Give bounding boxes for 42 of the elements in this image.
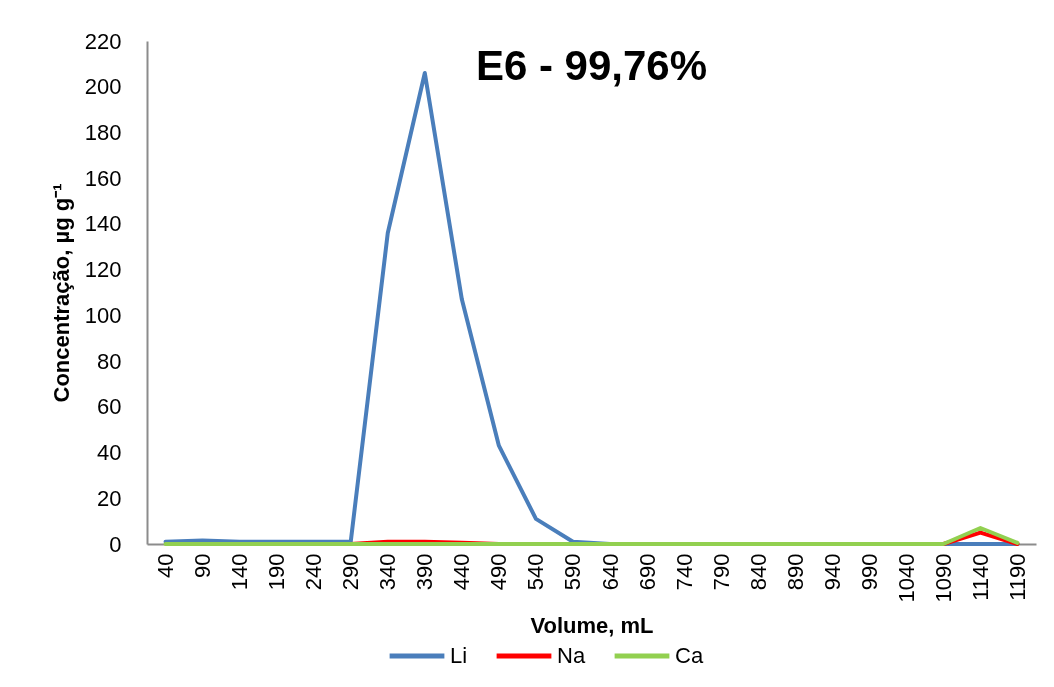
- x-tick-label: 690: [634, 553, 660, 591]
- x-tick-label: 940: [819, 553, 845, 591]
- x-axis-title: Volume, mL: [530, 613, 654, 639]
- y-axis-title: Concentração, µg g⁻¹: [48, 183, 74, 403]
- x-tick-label: 290: [338, 553, 364, 591]
- x-tick-label: 990: [856, 553, 882, 591]
- y-tick-label: 20: [97, 485, 122, 511]
- y-tick-label: 200: [84, 74, 122, 100]
- x-tick-label: 190: [264, 553, 290, 591]
- y-tick-label: 60: [97, 394, 122, 420]
- legend-label: Ca: [675, 643, 704, 668]
- y-tick-label: 80: [97, 348, 122, 374]
- y-tick-label: 140: [84, 211, 122, 237]
- y-tick-label: 0: [109, 531, 122, 557]
- x-tick-label: 490: [486, 553, 512, 591]
- x-tick-label: 890: [782, 553, 808, 591]
- y-tick-label: 100: [84, 302, 122, 328]
- y-tick-label: 180: [84, 119, 122, 145]
- x-tick-label: 240: [301, 553, 327, 591]
- x-tick-label: 840: [745, 553, 771, 591]
- x-tick-label: 1140: [967, 553, 993, 601]
- x-tick-label: 1190: [1004, 553, 1030, 601]
- x-tick-label: 440: [449, 553, 475, 591]
- chart-title: E6 - 99,76%: [475, 42, 708, 89]
- x-tick-label: 90: [190, 553, 216, 578]
- y-tick-label: 120: [84, 257, 122, 283]
- x-tick-label: 390: [412, 553, 438, 591]
- x-tick-label: 1090: [930, 553, 956, 603]
- x-tick-label: 740: [671, 553, 697, 591]
- x-tick-label: 340: [375, 553, 401, 591]
- y-tick-label: 160: [84, 165, 122, 191]
- y-tick-label: 40: [97, 440, 122, 466]
- legend-label: Na: [557, 643, 586, 668]
- x-tick-label: 790: [708, 553, 734, 591]
- x-tick-label: 590: [560, 553, 586, 591]
- y-tick-label: 220: [84, 28, 122, 54]
- x-tick-label: 540: [523, 553, 549, 591]
- x-tick-label: 40: [153, 553, 179, 578]
- legend-label: Li: [450, 643, 468, 668]
- x-tick-label: 1040: [893, 553, 919, 603]
- x-tick-label: 140: [227, 553, 253, 591]
- x-tick-label: 640: [597, 553, 623, 591]
